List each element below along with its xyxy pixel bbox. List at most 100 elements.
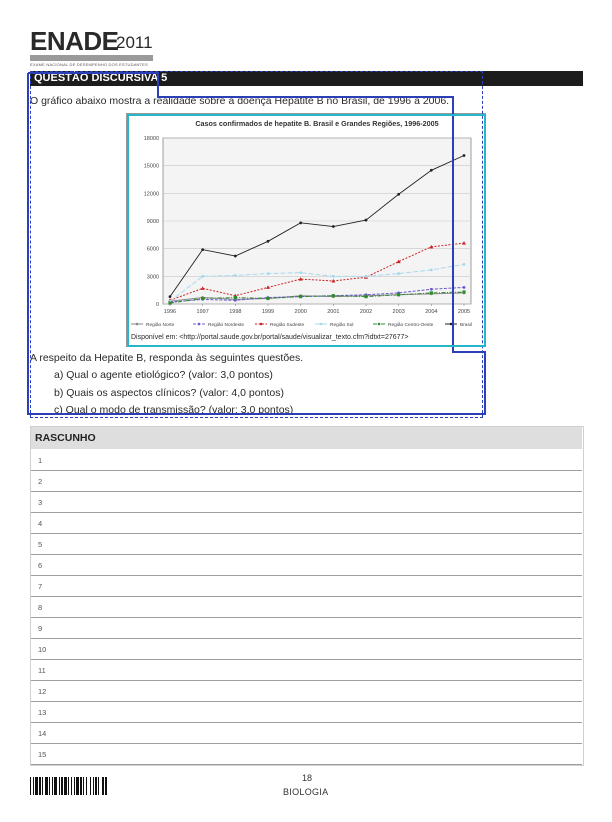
rascunho-rule <box>31 575 582 576</box>
barcode-bar <box>98 777 99 795</box>
data-point <box>397 272 401 275</box>
y-tick-label: 3000 <box>147 274 159 280</box>
rascunho-rule <box>31 743 582 744</box>
legend-label: Brasil <box>460 322 472 328</box>
page-number: 18 <box>302 773 313 783</box>
x-tick-label: 1998 <box>229 309 241 315</box>
question-lead: A respeito da Hepatite B, responda às se… <box>30 352 304 364</box>
rascunho-line-number: 11 <box>38 666 46 675</box>
rascunho-rule <box>31 512 582 513</box>
barcode-bar <box>33 777 34 795</box>
x-tick-label: 2002 <box>360 309 372 315</box>
barcode-icon <box>30 777 107 795</box>
rascunho-line-number: 5 <box>38 540 43 549</box>
y-tick-label: 18000 <box>144 136 159 142</box>
rascunho-title: RASCUNHO <box>35 432 96 444</box>
legend-marker <box>135 322 139 326</box>
hepatitis-b-chart: Casos confirmados de hepatite B. Brasil … <box>131 119 472 328</box>
legend-label: Região Sul <box>330 322 353 328</box>
data-point <box>397 293 401 297</box>
data-point <box>364 295 368 299</box>
x-tick-label: 1999 <box>262 309 274 315</box>
data-point <box>462 154 466 157</box>
question-item-a: a) Qual o agente etiológico? (valor: 3,0… <box>54 369 273 381</box>
data-point <box>200 286 205 290</box>
legend-marker <box>259 322 263 326</box>
data-point <box>201 274 205 278</box>
barcode-bar <box>45 777 48 795</box>
series-line <box>169 263 465 302</box>
exam-year: 2011 <box>116 33 153 52</box>
data-point <box>429 168 433 172</box>
data-point <box>233 298 237 302</box>
y-tick-label: 12000 <box>144 191 159 197</box>
legend-label: Região Sudeste <box>270 322 304 328</box>
rascunho-rule <box>31 722 582 723</box>
rascunho-line-number: 8 <box>38 603 43 612</box>
barcode-bar <box>61 777 63 795</box>
rascunho-rule <box>31 554 582 555</box>
legend-marker <box>377 322 381 326</box>
rascunho-rule <box>31 701 582 702</box>
barcode-bar <box>95 777 97 795</box>
barcode-bar <box>35 777 38 795</box>
data-point <box>429 287 433 291</box>
data-point <box>462 262 466 266</box>
x-tick-label: 2000 <box>295 309 307 315</box>
x-tick-label: 2003 <box>393 309 405 315</box>
rascunho-rule <box>31 491 582 492</box>
rascunho-rule <box>31 680 582 681</box>
rascunho-line-number: 9 <box>38 624 43 633</box>
barcode-bar <box>30 777 31 795</box>
rascunho-rule <box>31 596 582 597</box>
rascunho-rule <box>31 533 582 534</box>
series-line <box>169 291 465 304</box>
series-line <box>169 286 465 303</box>
y-tick-label: 9000 <box>147 219 159 225</box>
rascunho-rule <box>31 764 582 765</box>
selection-outline-path <box>27 72 486 415</box>
data-point <box>168 295 172 299</box>
rascunho-line-number: 3 <box>38 498 43 507</box>
x-tick-label: 2005 <box>458 309 470 315</box>
data-point <box>462 286 466 289</box>
chart-title: Casos confirmados de hepatite B. Brasil … <box>195 119 438 128</box>
legend-marker <box>197 322 201 326</box>
data-point <box>331 274 335 278</box>
data-point <box>364 274 368 278</box>
barcode-bar <box>68 777 69 795</box>
data-point <box>462 241 466 245</box>
legend-marker <box>319 322 323 326</box>
legend-marker <box>449 322 453 326</box>
y-tick-label: 0 <box>156 302 159 308</box>
data-point <box>266 272 270 275</box>
barcode-bar <box>76 777 79 795</box>
rascunho-line-number: 14 <box>38 729 47 738</box>
exam-subtitle: EXAME NACIONAL DE DESEMPENHO DOS ESTUDAN… <box>30 62 149 67</box>
x-tick-label: 1996 <box>164 309 176 315</box>
barcode-bar <box>105 777 107 795</box>
question-title-bar <box>30 71 583 86</box>
y-tick-label: 15000 <box>144 164 159 170</box>
data-point <box>331 225 335 228</box>
data-point <box>266 239 270 243</box>
rascunho-line-number: 7 <box>38 582 43 591</box>
data-point <box>299 295 303 299</box>
x-tick-label: 2001 <box>327 309 339 315</box>
data-point <box>331 278 336 283</box>
data-point <box>201 296 205 301</box>
data-point <box>233 274 237 277</box>
barcode-bar <box>42 777 43 795</box>
series-line <box>169 155 465 297</box>
data-point <box>299 221 303 225</box>
barcode-bar <box>102 777 104 795</box>
data-point <box>331 294 335 298</box>
data-point <box>168 301 172 305</box>
y-tick-label: 6000 <box>147 247 159 253</box>
rascunho-rule <box>31 659 582 660</box>
barcode-bar <box>49 777 50 795</box>
selection-box-question <box>30 71 483 418</box>
question-item-b: b) Quais os aspectos clínicos? (valor: 4… <box>54 387 284 399</box>
rascunho-line-number: 6 <box>38 561 43 570</box>
